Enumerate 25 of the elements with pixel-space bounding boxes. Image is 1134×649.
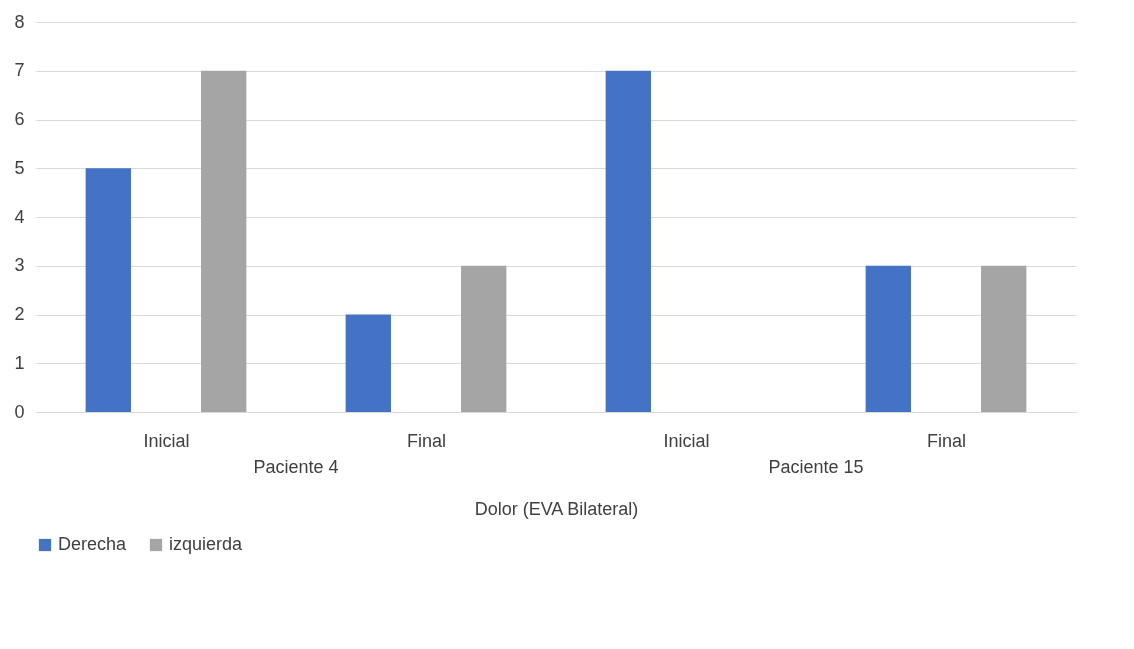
y-tick-label: 0 [14, 401, 25, 422]
y-tick-label: 6 [14, 109, 25, 129]
y-tick-label: 5 [14, 157, 25, 178]
bar [981, 265, 1027, 412]
legend-label: Derecha [58, 534, 128, 554]
y-tick-label: 4 [14, 206, 25, 227]
bar [345, 314, 391, 412]
bar [201, 70, 247, 412]
text: Paciente 15 [768, 457, 864, 477]
x-tick-label: Final [926, 430, 967, 451]
x-tick-label: Inicial [663, 430, 710, 451]
y-tick-label: 7 [14, 60, 25, 81]
bar [605, 70, 651, 412]
x-tick-label: Inicial [143, 430, 190, 451]
y-tick-label: 1 [14, 352, 25, 373]
y-tick-label: 2 [14, 304, 25, 324]
legend-label: izquierda [169, 534, 244, 554]
text: Paciente 4 [253, 457, 339, 477]
y-tick-label: 8 [14, 11, 25, 32]
x-tick-label: Final [406, 430, 447, 451]
x-axis-title: Dolor (EVA Bilateral) [474, 498, 639, 519]
y-tick-label: 3 [14, 255, 25, 276]
bar [865, 265, 911, 412]
bar [461, 265, 507, 412]
bar [85, 168, 131, 412]
